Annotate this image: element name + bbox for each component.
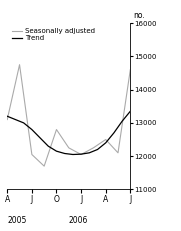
- Trend: [14, 118, 16, 121]
- Trend: [96, 148, 99, 151]
- Line: Seasonally adjusted: Seasonally adjusted: [7, 65, 130, 166]
- Seasonally adjusted: [105, 138, 107, 141]
- Trend: [113, 131, 115, 134]
- Seasonally adjusted: [92, 146, 94, 149]
- Seasonally adjusted: [31, 153, 33, 156]
- Trend: [88, 152, 90, 154]
- Trend: [80, 153, 82, 155]
- Seasonally adjusted: [80, 153, 82, 156]
- Trend: [47, 145, 49, 148]
- Trend: [121, 120, 123, 123]
- Trend: [55, 150, 58, 152]
- Seasonally adjusted: [18, 63, 21, 66]
- Seasonally adjusted: [6, 118, 8, 121]
- Line: Trend: Trend: [7, 111, 130, 155]
- Seasonally adjusted: [55, 128, 58, 131]
- Text: 2006: 2006: [69, 216, 88, 225]
- Seasonally adjusted: [129, 68, 131, 71]
- Trend: [31, 128, 33, 131]
- Trend: [23, 122, 25, 124]
- Trend: [39, 137, 41, 139]
- Seasonally adjusted: [117, 152, 119, 154]
- Trend: [72, 153, 74, 156]
- Trend: [105, 141, 107, 144]
- Trend: [6, 115, 8, 118]
- Trend: [129, 110, 131, 113]
- Seasonally adjusted: [68, 146, 70, 149]
- Trend: [64, 152, 66, 155]
- Seasonally adjusted: [43, 165, 45, 167]
- Legend: Seasonally adjusted, Trend: Seasonally adjusted, Trend: [12, 28, 95, 41]
- Text: 2005: 2005: [7, 216, 27, 225]
- Text: no.: no.: [133, 11, 145, 20]
